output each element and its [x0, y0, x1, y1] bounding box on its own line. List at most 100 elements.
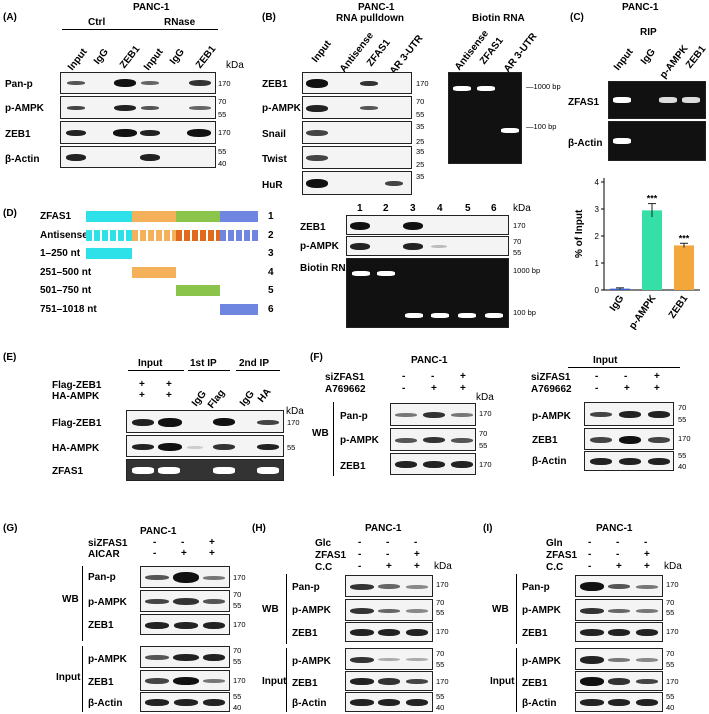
panel-i-tag: (I) — [483, 523, 493, 534]
lane-label: IgG — [639, 46, 658, 67]
blot-p-ampk — [390, 428, 476, 451]
mw-marker: 55 — [678, 415, 687, 424]
blot-ha-ampk — [126, 435, 284, 457]
row-label: p-AMPK — [292, 656, 331, 667]
row-label: Snail — [262, 129, 286, 140]
panel-i-title: PANC-1 — [596, 523, 633, 534]
sign: + — [460, 371, 466, 382]
mw-marker: 70 — [233, 646, 242, 655]
mw-marker: 1000 bp — [513, 266, 541, 275]
y-tick-label: 2 — [595, 232, 600, 241]
sign: + — [209, 548, 215, 559]
sign: + — [414, 561, 420, 572]
y-tick-label: 0 — [595, 286, 600, 295]
construct-5-bar — [176, 285, 220, 296]
significance-mark: *** — [679, 233, 690, 243]
mw-marker: 40 — [666, 703, 675, 712]
blot-zeb1 — [346, 215, 509, 235]
row-label: ZEB1 — [522, 628, 548, 639]
sign: - — [181, 537, 185, 548]
construct-label: 751–1018 nt — [40, 304, 97, 315]
mw-marker: 55 — [666, 692, 675, 701]
mw-marker: 55 — [233, 601, 242, 610]
mw-marker: 70 — [436, 598, 445, 607]
panel-f-tag: (F) — [310, 352, 323, 363]
kda-label: kDa — [434, 561, 452, 572]
mw-marker: 70 — [513, 237, 522, 246]
mw-marker: 170 — [513, 221, 526, 230]
sign: - — [624, 371, 628, 382]
condition-label: ZFAS1 — [315, 550, 347, 561]
construct-num: 6 — [268, 304, 274, 315]
sign: + — [624, 383, 630, 394]
mw-marker: 35 — [416, 172, 425, 181]
blot-input-beta-actin — [140, 692, 230, 712]
plus-mark: + — [139, 379, 145, 390]
blot-input-beta-actin — [575, 692, 663, 712]
panel-a-title: PANC-1 — [133, 2, 170, 13]
row-label: β-Actin — [88, 698, 123, 709]
row-label: Biotin RNA — [300, 263, 353, 274]
mw-marker: 55 — [218, 110, 227, 119]
kda-label: kDa — [513, 203, 531, 214]
mw-marker: 170 — [666, 627, 679, 636]
blot-input-p-ampk — [345, 648, 433, 670]
kda-label: kDa — [286, 406, 304, 417]
condition-label: C.C — [546, 562, 564, 573]
mw-marker: 170 — [479, 460, 492, 469]
mw-marker: 55 — [436, 660, 445, 669]
wb-label: WB — [262, 604, 279, 615]
lane-label: Input — [142, 46, 166, 73]
mw-marker: 170 — [436, 677, 449, 686]
condition-label: siZFAS1 — [88, 538, 128, 549]
sign: - — [153, 537, 157, 548]
row-label: Pan-p — [292, 582, 320, 593]
y-tick-label: 4 — [595, 178, 600, 187]
lane-number: 4 — [437, 203, 443, 214]
construct-num: 2 — [268, 230, 274, 241]
x-tick-label: ZEB1 — [667, 293, 691, 321]
blot-input-p-ampk — [575, 648, 663, 670]
lane-label: IgG — [92, 46, 111, 67]
blot-pan-p — [575, 575, 663, 597]
condition-label: A769662 — [531, 384, 572, 395]
sign: + — [460, 383, 466, 394]
mw-marker: 170 — [233, 676, 246, 685]
row-label: p-AMPK — [532, 411, 571, 422]
panel-c-tag: (C) — [570, 12, 584, 23]
panel-a-group-rnase: RNase — [164, 17, 196, 28]
mw-marker: 55 — [436, 692, 445, 701]
y-axis-label: % of Input — [574, 209, 585, 258]
mw-marker: 170 — [436, 580, 449, 589]
construct-label: 251–500 nt — [40, 267, 92, 278]
blot-pan-p — [345, 575, 433, 597]
blot-zeb1 — [575, 622, 663, 642]
mw-marker: 55 — [233, 692, 242, 701]
sign: + — [644, 549, 650, 560]
blot-zeb1 — [60, 121, 216, 144]
lane-label: Flag — [206, 387, 228, 411]
condition-label: AICAR — [88, 549, 120, 560]
sign: + — [616, 561, 622, 572]
mw-marker: 55 — [233, 657, 242, 666]
mw-marker: 170 — [436, 627, 449, 636]
mw-marker: 55 — [678, 451, 687, 460]
mw-marker: 25 — [416, 137, 425, 146]
sign: + — [654, 371, 660, 382]
row-label: HuR — [262, 180, 283, 191]
row-label: ZFAS1 — [568, 97, 600, 108]
sign: - — [358, 561, 362, 572]
wb-label: WB — [312, 428, 329, 439]
condition-label: siZFAS1 — [531, 372, 571, 383]
blot-input-zeb1 — [575, 671, 663, 691]
blot-zeb1 — [140, 614, 230, 635]
row-label: Pan-p — [522, 582, 550, 593]
blot-pan-p — [60, 72, 216, 94]
lane-label: HA — [256, 386, 274, 405]
blot-flag-zeb1 — [126, 410, 284, 433]
blot-zeb1 — [390, 453, 476, 475]
row-label: p-AMPK — [88, 597, 127, 608]
construct-4-bar — [132, 267, 176, 278]
gel-zfas1 — [126, 459, 284, 481]
blot-twist — [302, 146, 412, 169]
